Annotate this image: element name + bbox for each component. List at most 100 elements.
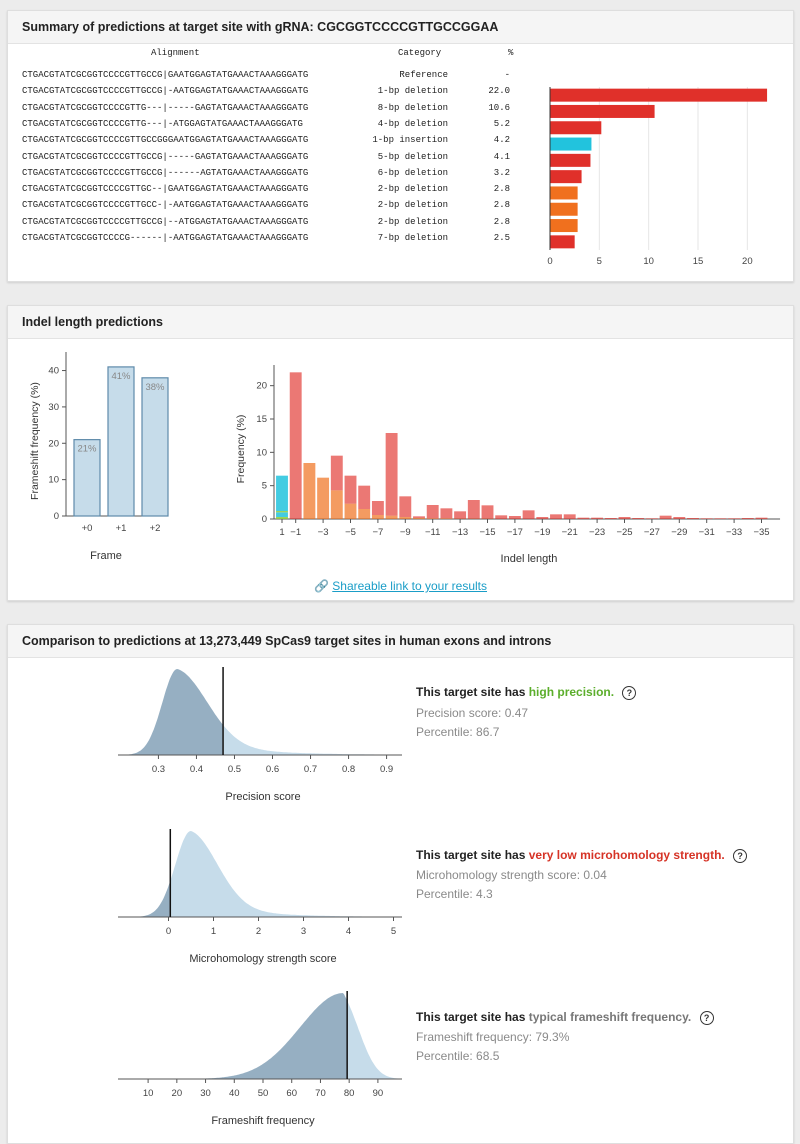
deletion-bar-orange	[317, 478, 329, 519]
deletion-bar-red	[742, 518, 754, 519]
x-axis-title: Indel length	[501, 553, 558, 565]
alignment-cell: CTGACGTATCGCGGTCCCCGTTGCCG|------AGTATGA…	[22, 168, 308, 178]
y-tick-label: 15	[256, 414, 267, 425]
summary-bar	[550, 89, 767, 102]
category-cell: 5-bp deletion	[352, 152, 448, 162]
x-tick-label: −5	[345, 527, 356, 538]
y-tick-label: 0	[262, 514, 267, 525]
deletion-bar-red	[564, 514, 576, 519]
x-tick-label: 5	[391, 926, 396, 937]
precision-percentile-text: Percentile: 86.7	[416, 725, 499, 739]
summary-bar	[550, 121, 601, 134]
verdict-prefix: This target site has	[416, 1010, 525, 1024]
deletion-bar-red	[687, 518, 699, 519]
x-tick-label: 70	[315, 1088, 326, 1099]
help-icon[interactable]: ?	[733, 849, 747, 863]
deletion-bar-orange	[331, 490, 343, 519]
deletion-bar-red	[454, 511, 466, 518]
density-right	[348, 1002, 398, 1079]
x-tick-label: 60	[286, 1088, 297, 1099]
alignment-cell: CTGACGTATCGCGGTCCCCGTTGCCGGGAATGGAGTATGA…	[22, 135, 308, 145]
x-tick-label: −13	[452, 527, 468, 538]
deletion-bar-red	[536, 517, 548, 519]
deletion-bar-red	[290, 372, 302, 519]
category-cell: 1-bp insertion	[352, 135, 448, 145]
deletion-bar-orange	[399, 517, 411, 519]
deletion-bar-red	[427, 505, 439, 518]
category-cell: 4-bp deletion	[352, 119, 448, 129]
help-icon[interactable]: ?	[622, 686, 636, 700]
x-tick-label: −31	[699, 527, 715, 538]
x-tick-label: −25	[616, 527, 632, 538]
verdict-prefix: This target site has	[416, 685, 525, 699]
comparison-title: Comparison to predictions at 13,273,449 …	[8, 625, 793, 658]
x-tick-label: 0	[166, 926, 171, 937]
x-tick-label: 2	[256, 926, 261, 937]
x-tick-label: −17	[507, 527, 523, 538]
deletion-bar-red	[440, 508, 452, 518]
x-axis-title: Frame	[90, 550, 122, 562]
x-tick-label: 0.3	[152, 764, 165, 775]
x-tick-label: −21	[562, 527, 578, 538]
deletion-bar-orange	[386, 516, 398, 519]
summary-bar	[550, 203, 578, 216]
x-tick-label: 0	[547, 256, 552, 267]
summary-bar	[550, 105, 655, 118]
deletion-bar-red	[386, 433, 398, 516]
microhomology-percentile-text: Percentile: 4.3	[416, 887, 493, 901]
deletion-bar-red	[482, 505, 494, 518]
help-icon[interactable]: ?	[700, 1011, 714, 1025]
share-link-text[interactable]: Shareable link to your results	[332, 579, 487, 593]
deletion-bar-orange	[358, 509, 370, 519]
deletion-bar-red	[345, 476, 357, 504]
deletion-bar-red	[673, 517, 685, 519]
deletion-bar-red	[632, 518, 644, 519]
x-tick-label: −3	[318, 527, 329, 538]
deletion-bar-red	[413, 516, 425, 518]
insertion-bar	[276, 511, 288, 512]
x-axis-title: Frameshift frequency	[211, 1115, 315, 1127]
percent-cell: 5.2	[470, 119, 510, 129]
x-tick-label: +0	[82, 523, 93, 534]
category-cell: 1-bp deletion	[352, 86, 448, 96]
deletion-bar-red	[495, 515, 507, 519]
share-link[interactable]: 🔗 Shareable link to your results	[8, 579, 793, 593]
x-axis-title: Precision score	[225, 791, 300, 803]
category-cell: 2-bp deletion	[352, 200, 448, 210]
density-right	[171, 831, 398, 917]
deletion-bar-red	[701, 518, 713, 519]
x-tick-label: −27	[644, 527, 660, 538]
x-tick-label: −11	[425, 527, 440, 538]
alignment-cell: CTGACGTATCGCGGTCCCCGTTGCCG|-AATGGAGTATGA…	[22, 86, 308, 96]
insertion-bar	[276, 517, 288, 519]
deletion-bar-orange	[413, 518, 425, 519]
x-tick-label: 40	[229, 1088, 240, 1099]
percent-cell: 22.0	[470, 86, 510, 96]
deletion-bar-red	[358, 486, 370, 509]
y-tick-label: 30	[48, 402, 59, 413]
category-cell: 7-bp deletion	[352, 233, 448, 243]
percent-cell: -	[470, 70, 510, 80]
deletion-bar-orange	[345, 504, 357, 519]
x-tick-label: 5	[597, 256, 602, 267]
category-header: Category	[398, 48, 441, 58]
category-cell: 6-bp deletion	[352, 168, 448, 178]
x-tick-label: +1	[116, 523, 127, 534]
x-tick-label: 50	[258, 1088, 269, 1099]
deletion-bar-red	[660, 516, 672, 519]
alignment-header: Alignment	[151, 48, 200, 58]
x-tick-label: −9	[400, 527, 411, 538]
microhomology-verdict: This target site has very low microhomol…	[416, 848, 747, 863]
percent-header: %	[508, 48, 513, 58]
summary-bar	[550, 219, 578, 232]
alignment-cell: CTGACGTATCGCGGTCCCCGTTGCCG|--ATGGAGTATGA…	[22, 217, 308, 227]
deletion-bar-red	[399, 496, 411, 517]
deletion-bar-red	[372, 501, 384, 515]
microhomology-verdict-highlight: very low microhomology strength.	[529, 848, 725, 862]
x-tick-label: −29	[671, 527, 687, 538]
y-tick-label: 20	[48, 438, 59, 449]
density-left	[128, 669, 223, 755]
